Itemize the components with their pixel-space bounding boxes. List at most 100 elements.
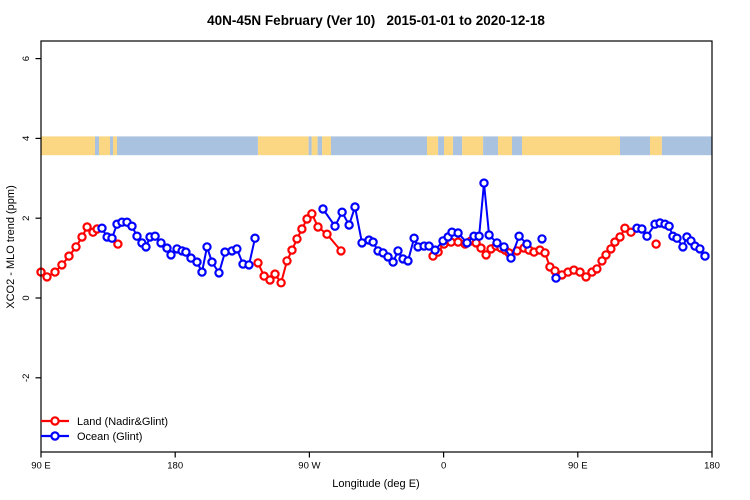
x-tick-label: 0	[441, 461, 446, 472]
land-data-point	[592, 264, 602, 274]
map-band-land-segment	[99, 136, 110, 156]
map-band-ocean-segment	[438, 136, 445, 156]
ocean-data-point	[107, 233, 117, 243]
legend-item-ocean: Ocean (Glint)	[41, 431, 142, 443]
map-band-ocean-segment	[117, 136, 258, 156]
map-band-land-segment	[650, 136, 662, 156]
ocean-data-point	[162, 243, 172, 253]
ocean-data-point	[350, 202, 360, 212]
ocean-data-point	[192, 257, 202, 267]
land-data-point	[307, 209, 317, 219]
ocean-data-point	[383, 252, 393, 262]
map-band-ocean-segment	[512, 136, 522, 156]
chart-title: 40N-45N February (Ver 10) 2015-01-01 to …	[207, 13, 545, 28]
map-band-land-segment	[522, 136, 620, 156]
legend-item-land: Land (Nadir&Glint)	[41, 416, 168, 428]
map-band-land-segment	[41, 136, 95, 156]
ocean-data-point	[642, 231, 652, 241]
map-band-ocean-segment	[453, 136, 463, 156]
ocean-data-point	[197, 267, 207, 277]
map-band-ocean-segment	[110, 136, 113, 156]
land-data-point	[620, 223, 630, 233]
x-axis-title: Longitude (deg E)	[332, 478, 419, 490]
legend-ocean-marker-icon	[50, 431, 60, 441]
ocean-data-point	[492, 238, 502, 248]
ocean-data-point	[132, 231, 142, 241]
ocean-data-point	[232, 244, 242, 254]
x-tick-label: 180	[167, 461, 183, 472]
ocean-data-point	[551, 273, 561, 283]
map-band-land-segment	[322, 136, 331, 156]
land-data-point	[550, 266, 560, 276]
land-data-point	[265, 275, 275, 285]
land-data-point	[77, 232, 87, 242]
land-data-point	[71, 242, 81, 252]
legend: Land (Nadir&Glint) Ocean (Glint)	[41, 416, 168, 443]
map-band-ocean-segment	[620, 136, 650, 156]
ocean-data-point	[484, 230, 494, 240]
map-band-ocean-segment	[331, 136, 427, 156]
ocean-data-point	[637, 224, 647, 234]
map-band-ocean-segment	[317, 136, 323, 156]
legend-land-marker-icon	[50, 416, 60, 426]
land-data-point	[313, 222, 323, 232]
y-tick-label: 0	[21, 295, 32, 300]
ocean-data-point	[344, 220, 354, 230]
map-band-land-segment	[258, 136, 309, 156]
ocean-data-point	[700, 251, 710, 261]
ocean-data-point	[244, 260, 254, 270]
land-data-point	[82, 222, 92, 232]
ocean-data-point	[430, 245, 440, 255]
y-tick-label: 2	[21, 216, 32, 221]
ocean-data-point	[214, 268, 224, 278]
ocean-data-point	[474, 231, 484, 241]
land-data-point	[575, 267, 585, 277]
ocean-data-point	[388, 257, 398, 267]
map-band-land-segment	[427, 136, 438, 156]
x-tick-label: 90 E	[31, 461, 51, 472]
land-data-point	[50, 267, 60, 277]
ocean-data-point	[318, 204, 328, 214]
land-data-point	[287, 245, 297, 255]
x-tick-label: 90 E	[568, 461, 588, 472]
y-tick-label: -2	[21, 374, 32, 382]
land-data-point	[540, 248, 550, 258]
land-data-point	[270, 269, 280, 279]
ocean-data-point	[695, 244, 705, 254]
land-data-point	[42, 272, 52, 282]
ocean-data-point	[368, 237, 378, 247]
map-band-land-segment	[113, 136, 117, 156]
ocean-data-point	[166, 250, 176, 260]
map-band-land-segment	[311, 136, 318, 156]
map-band-ocean-segment	[308, 136, 312, 156]
ocean-data-point	[181, 247, 191, 257]
land-series-line	[257, 212, 342, 286]
ocean-data-point	[537, 234, 547, 244]
ocean-data-point	[409, 233, 419, 243]
land-data-point	[581, 272, 591, 282]
ocean-data-point	[156, 238, 166, 248]
land-data-point	[615, 232, 625, 242]
ocean-data-point	[479, 178, 489, 188]
ocean-data-point	[506, 253, 516, 263]
plot-border	[40, 40, 713, 453]
land-data-point	[651, 239, 661, 249]
land-ocean-map-band	[41, 136, 712, 156]
land-data-point	[336, 246, 346, 256]
y-tick-label: 6	[21, 56, 32, 61]
ocean-data-point	[453, 228, 463, 238]
data-series-layer	[36, 178, 710, 288]
ocean-data-point	[202, 242, 212, 252]
land-data-point	[322, 229, 332, 239]
ocean-data-point	[150, 231, 160, 241]
land-data-point	[57, 260, 67, 270]
ocean-data-point	[672, 233, 682, 243]
map-band-ocean-segment	[95, 136, 99, 156]
land-data-point	[292, 234, 302, 244]
ocean-data-point	[499, 242, 509, 252]
land-data-point	[606, 244, 616, 254]
ocean-data-point	[141, 242, 151, 252]
map-band-ocean-segment	[661, 136, 712, 156]
